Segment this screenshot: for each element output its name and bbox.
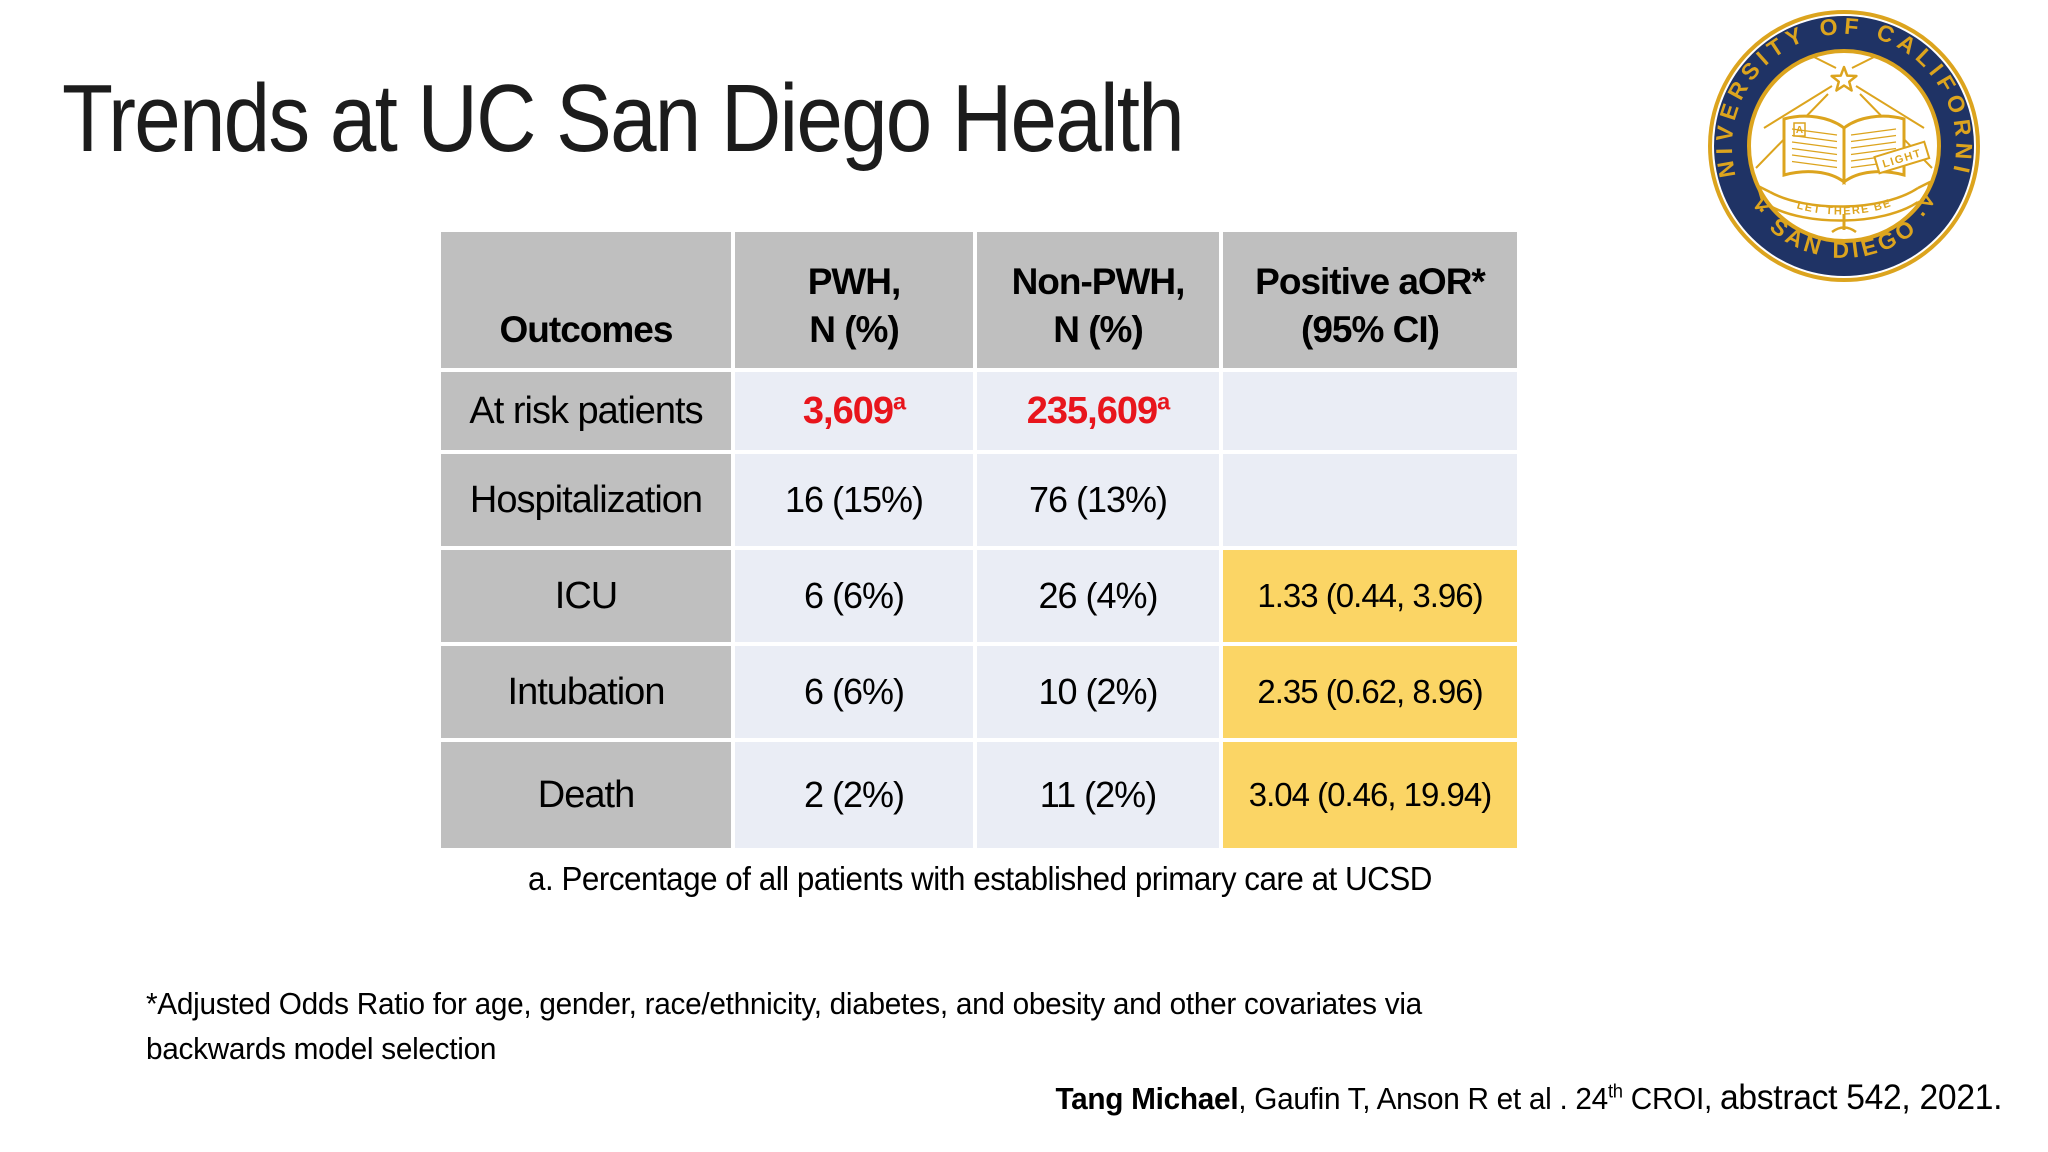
- cell-death-nonpwh: 11 (2%): [977, 742, 1219, 848]
- footnote-line-2: backwards model selection: [146, 1030, 497, 1066]
- star-icon: [1830, 65, 1858, 92]
- cell-intubation-nonpwh: 10 (2%): [977, 646, 1219, 738]
- cell-death-pwh: 2 (2%): [735, 742, 973, 848]
- footnote-line-1: *Adjusted Odds Ratio for age, gender, ra…: [146, 986, 1422, 1021]
- outcomes-table: Outcomes PWH, N (%) Non-PWH, N (%) Positiv…: [441, 232, 1517, 848]
- cell-hospitalization-pwh: 16 (15%): [735, 454, 973, 546]
- cell-hospitalization-nonpwh: 76 (13%): [977, 454, 1219, 546]
- cell-intubation-aor: 2.35 (0.62, 8.96): [1223, 646, 1517, 738]
- citation-author: Tang Michael: [1055, 1081, 1239, 1116]
- page-title: Trends at UC San Diego Health: [62, 65, 1185, 172]
- cell-hospitalization-aor: [1223, 454, 1517, 546]
- row-label-icu: ICU: [441, 550, 731, 642]
- row-label-intubation: Intubation: [441, 646, 731, 738]
- row-label-death: Death: [441, 742, 731, 848]
- cell-at-risk-nonpwh: 235,609a: [977, 372, 1219, 450]
- cell-icu-pwh: 6 (6%): [735, 550, 973, 642]
- footnote-marker: a: [892, 387, 906, 414]
- citation-tail: abstract 542, 2021.: [1719, 1078, 2002, 1117]
- citation: Tang Michael, Gaufin T, Anson R et al . …: [1055, 1078, 2002, 1117]
- ordinal-superscript: th: [1607, 1081, 1623, 1103]
- cell-at-risk-aor: [1223, 372, 1517, 450]
- seal-outer-ring: [1708, 10, 1980, 282]
- cell-icu-aor: 1.33 (0.44, 3.96): [1223, 550, 1517, 642]
- column-header-nonpwh: Non-PWH, N (%): [977, 232, 1219, 368]
- cell-death-aor: 3.04 (0.46, 19.94): [1223, 742, 1517, 848]
- column-header-aor: Positive aOR* (95% CI): [1223, 232, 1517, 368]
- row-label-at-risk: At risk patients: [441, 372, 731, 450]
- cell-icu-nonpwh: 26 (4%): [977, 550, 1219, 642]
- adjusted-or-footnote: *Adjusted Odds Ratio for age, gender, ra…: [146, 982, 1422, 1072]
- row-label-hospitalization: Hospitalization: [441, 454, 731, 546]
- book-glyph: A: [1796, 125, 1803, 136]
- cell-intubation-pwh: 6 (6%): [735, 646, 973, 738]
- table-footnote: a. Percentage of all patients with estab…: [528, 860, 1432, 897]
- cell-at-risk-pwh: 3,609a: [735, 372, 973, 450]
- column-header-outcomes: Outcomes: [441, 232, 731, 368]
- column-header-pwh: PWH, N (%): [735, 232, 973, 368]
- footnote-marker: a: [1157, 387, 1170, 414]
- ucsd-seal-logo: UNIVERSITY OF CALIFORNIA · SAN DIEGO ·: [1706, 8, 1980, 282]
